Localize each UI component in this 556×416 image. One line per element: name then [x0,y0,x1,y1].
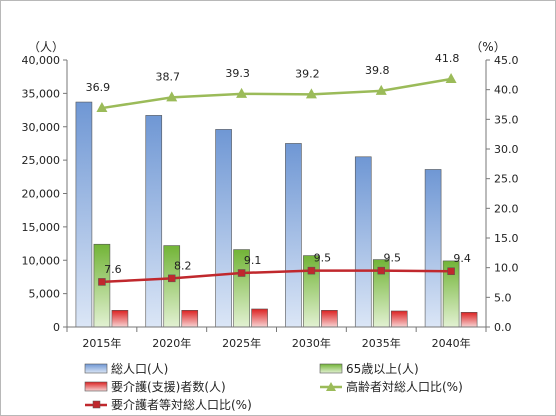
legend-label-65-and-over: 65歳以上(人) [346,362,419,376]
bar-total-population [424,169,442,328]
data-label-care-ratio: 9.5 [384,252,402,265]
line-elderly-ratio [101,77,452,110]
legend-marker-care-ratio [92,400,101,409]
right-tick-label: 15.0 [494,232,519,245]
legend-swatch-65-and-over [319,363,343,374]
right-tick-label: 45.0 [494,54,519,67]
data-label-elderly-ratio: 41.8 [435,52,460,65]
legend-swatch-care-needed [84,381,108,392]
legend-swatch-total-population [84,363,108,374]
right-tick-label: 20.0 [494,202,519,215]
x-tick-label: 2015年 [82,336,121,350]
left-tick-label: 40,000 [22,54,61,67]
data-label-care-ratio: 9.4 [453,252,471,265]
x-tick-label: 2020年 [152,336,191,350]
marker-elderly-ratio [96,102,108,113]
marker-elderly-ratio [166,91,178,102]
left-tick-label: 0 [53,321,60,334]
data-label-care-ratio: 8.2 [174,259,192,272]
bars [75,101,478,328]
right-axis-unit: （%） [470,40,505,54]
bar-care-needed [460,312,478,328]
left-axis-unit: （人） [28,40,64,54]
data-label-elderly-ratio: 36.9 [86,81,111,94]
bar-total-population [145,115,163,328]
left-tick-label: 35,000 [22,87,61,100]
marker-care-ratio [98,278,106,286]
x-tick-label: 2025年 [222,336,261,350]
data-label-care-ratio: 9.1 [244,254,262,267]
left-tick-label: 15,000 [22,221,61,234]
bar-total-population [215,129,232,328]
marker-care-ratio [168,274,176,283]
right-tick-label: 10.0 [494,262,519,275]
bar-65-and-over [163,245,181,328]
left-axis-ticks: 0 5,000 10,000 15,000 20,000 25,000 30,000 35,0… [22,54,67,334]
bar-care-needed [321,310,338,328]
right-tick-label: 25.0 [494,173,519,186]
legend-label-care-needed: 要介護(支援)者数(人) [111,379,226,394]
left-tick-label: 10,000 [22,254,61,267]
bar-total-population [354,156,372,328]
marker-elderly-ratio [445,72,457,83]
left-tick-label: 25,000 [22,154,61,167]
x-tick-label: 2030年 [292,336,331,350]
bar-care-needed [181,310,199,328]
data-label-elderly-ratio: 38.7 [156,70,181,83]
right-tick-label: 40.0 [494,84,519,97]
line-care-ratio [101,269,452,284]
data-label-elderly-ratio: 39.8 [365,64,390,77]
data-label-elderly-ratio: 39.3 [225,67,250,80]
marker-care-ratio [307,266,316,275]
bar-care-needed [251,308,268,328]
data-label-care-ratio: 7.6 [104,263,122,276]
right-tick-label: 5.0 [494,291,512,304]
line-series: 36.9 38.7 39.3 39.2 39.8 41.8 7.6 8.2 9.1 9.5 9.5 9… [86,52,471,286]
left-tick-label: 30,000 [22,121,61,134]
left-tick-label: 5,000 [29,288,61,301]
marker-elderly-ratio [375,84,387,95]
x-axis-labels: 2015年 2020年 2025年 2030年 2035年 2040年 [82,336,470,350]
legend-marker-elderly-ratio [326,382,336,391]
bar-total-population [285,143,302,328]
x-tick-label: 2040年 [432,336,471,350]
marker-elderly-ratio [236,87,248,98]
legend-label-elderly-ratio: 高齢者対総人口比(%) [346,379,463,394]
right-axis-ticks: 0.0 5.0 10.0 15.0 20.0 25.0 30.0 35.0 40.0 45.0 [486,54,519,334]
legend-label-total-population: 総人口(人) [111,362,168,376]
marker-care-ratio [377,266,385,275]
bar-care-needed [111,310,129,328]
axes [66,60,487,332]
marker-care-ratio [447,267,455,275]
marker-care-ratio [237,269,246,277]
left-tick-label: 20,000 [22,188,61,201]
right-tick-label: 0.0 [494,321,512,334]
right-tick-label: 35.0 [494,113,519,126]
marker-elderly-ratio [305,88,317,99]
bar-care-needed [390,310,408,328]
data-label-care-ratio: 9.5 [314,252,332,265]
bar-65-and-over [303,255,320,328]
bar-total-population [75,101,93,328]
legend: 総人口(人) 65歳以上(人) 要介護(支援)者数(人) 高齢者対総人口比(%)… [84,362,463,412]
x-tick-label: 2035年 [362,336,401,350]
legend-label-care-ratio: 要介護者等対総人口比(%) [111,397,252,412]
data-label-elderly-ratio: 39.2 [295,67,320,80]
right-tick-label: 30.0 [494,143,519,156]
